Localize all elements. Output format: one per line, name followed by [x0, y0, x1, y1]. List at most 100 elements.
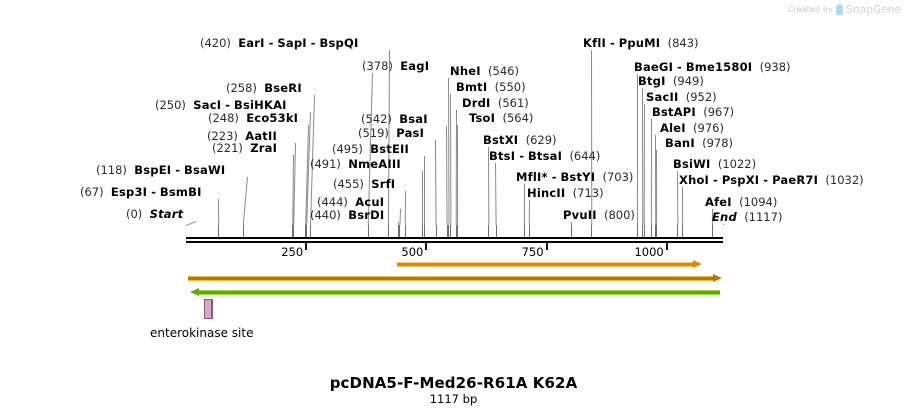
enzyme-site-label[interactable]: AleI (976) [660, 122, 724, 134]
cut-site-hash [387, 225, 389, 237]
enzyme-name: ZraI [250, 141, 278, 155]
enzyme-site-label[interactable]: BtgI (949) [638, 75, 704, 87]
cut-site-hash [455, 225, 457, 237]
enzyme-site-position: (444) [317, 195, 348, 209]
enterokinase-site-marker-icon[interactable] [204, 299, 213, 319]
enzyme-name: Esp3I [110, 185, 148, 199]
enzyme-name-group: AfeI [705, 195, 732, 209]
enzyme-name: BsiHKAI [233, 98, 287, 112]
enzyme-site-label[interactable]: MflI* - BstYI (703) [516, 171, 633, 183]
enzyme-name-group: XhoI - PspXI - PaeR7I [679, 173, 818, 187]
enzyme-name-group: AatII [245, 129, 277, 143]
enzyme-leader-line [523, 184, 525, 226]
enzyme-site-position: (546) [488, 64, 519, 78]
enzyme-site-label[interactable]: (250) SacI - BsiHKAI [155, 99, 287, 111]
enzyme-site-label[interactable]: BtsI - BtsaI (644) [489, 150, 600, 162]
enzyme-name: BsrDI [348, 208, 385, 222]
feature-green-reverse[interactable] [190, 288, 720, 297]
enzyme-site-label[interactable]: HincII (713) [527, 187, 604, 199]
enzyme-leader-line [682, 186, 684, 225]
enzyme-site-label[interactable]: SacII (952) [646, 91, 717, 103]
enzyme-site-label[interactable]: (495) BstEII [332, 143, 409, 155]
enzyme-name: BstAPI [652, 105, 696, 119]
enzyme-name-separator: - [306, 36, 320, 50]
enzyme-site-position: (519) [358, 126, 389, 140]
enzyme-name-separator: - [221, 98, 234, 112]
enzyme-name-group: BtsI - BtsaI [489, 149, 562, 163]
enzyme-leader-line [242, 177, 248, 226]
enzyme-site-position: (258) [226, 81, 257, 95]
cut-site-hash [292, 225, 294, 237]
enzyme-site-label[interactable]: End (1117) [712, 211, 782, 223]
enzyme-name-separator: - [605, 36, 619, 50]
enzyme-site-label[interactable]: KflI - PpuMI (843) [583, 37, 699, 49]
enzyme-site-label[interactable]: (519) PasI [358, 127, 424, 139]
enzyme-name-group: BspEI - BsaWI [134, 163, 225, 177]
enzyme-name: BtgI [638, 74, 666, 88]
enzyme-site-label[interactable]: (542) BsaI [361, 113, 428, 125]
enzyme-name-group: TsoI [469, 111, 495, 125]
enzyme-leader-line [636, 74, 638, 226]
enzyme-site-position: (67) [80, 185, 104, 199]
cut-site-hash [422, 225, 424, 237]
enzyme-leader-line [218, 198, 220, 225]
feature-shaft [397, 263, 693, 266]
enzyme-name-separator: - [147, 185, 160, 199]
cut-site-hash [435, 225, 437, 237]
enzyme-leader-line [422, 170, 424, 225]
enzyme-name-group: SacII [646, 90, 678, 104]
enzyme-site-label[interactable]: BanI (978) [665, 137, 733, 149]
feature-orange-upper[interactable] [397, 260, 702, 269]
enzyme-name: BspQI [319, 36, 359, 50]
enzyme-site-label[interactable]: (248) Eco53kI [208, 112, 298, 124]
enzyme-site-label[interactable]: (0) Start [126, 208, 183, 220]
enzyme-site-label[interactable]: NheI (546) [450, 65, 519, 77]
enzyme-site-label[interactable]: (440) BsrDI [310, 209, 384, 221]
enzyme-site-label[interactable]: BsiWI (1022) [673, 158, 756, 170]
enzyme-site-label[interactable]: (118) BspEI - BsaWI [96, 164, 225, 176]
enzyme-site-label[interactable]: BmtI (550) [456, 81, 526, 93]
enzyme-site-label[interactable]: XhoI - PspXI - PaeR7I (1032) [679, 174, 864, 186]
enzyme-site-label[interactable]: (444) AcuI [317, 196, 384, 208]
enzyme-name: BtsaI [527, 149, 563, 163]
enzyme-site-label[interactable]: (378) EagI [362, 60, 429, 72]
enzyme-name-group: AcuI [355, 195, 384, 209]
enzyme-site-position: (378) [362, 59, 393, 73]
enzyme-name-group: BsaI [399, 112, 427, 126]
enzyme-name-group: PasI [396, 126, 424, 140]
enzyme-name: HincII [527, 186, 566, 200]
enzyme-name: PspXI [721, 173, 760, 187]
enzyme-site-label[interactable]: TsoI (564) [469, 112, 533, 124]
enzyme-site-position: (703) [602, 170, 634, 184]
enzyme-name-group: BstEII [370, 142, 409, 156]
ruler-tick [665, 243, 668, 250]
enzyme-name-group: BsrDI [348, 208, 384, 222]
enzyme-site-label[interactable]: (455) SrfI [333, 178, 395, 190]
enzyme-site-label[interactable]: (420) EarI - SapI - BspQI [200, 37, 358, 49]
enzyme-name: XhoI [679, 173, 710, 187]
enzyme-site-label[interactable]: DrdI (561) [462, 97, 529, 109]
enzyme-site-label[interactable]: (221) ZraI [212, 142, 277, 154]
feature-orange-lower[interactable] [188, 274, 722, 283]
cut-site-hash [495, 225, 497, 237]
enzyme-leader-line [457, 124, 459, 225]
enzyme-name-group: EarI - SapI - BspQI [238, 36, 358, 50]
enzyme-site-label[interactable]: (67) Esp3I - BsmBI [80, 186, 202, 198]
enzyme-site-position: (0) [126, 207, 143, 221]
enzyme-name-group: ZraI [250, 141, 277, 155]
cut-site-hash [450, 225, 452, 237]
watermark-created-by-text: Created by [787, 5, 833, 14]
enzyme-name: Bme1580I [685, 60, 753, 74]
enzyme-name-group: BstAPI [652, 105, 696, 119]
enzyme-site-label[interactable]: (223) AatII [207, 130, 277, 142]
enzyme-site-label[interactable]: AfeI (1094) [705, 196, 777, 208]
cut-site-hash [711, 225, 713, 237]
enzyme-name-group: Esp3I - BsmBI [111, 185, 202, 199]
enzyme-site-label[interactable]: PvuII (800) [563, 209, 635, 221]
enzyme-site-label[interactable]: (491) NmeAIII [310, 158, 401, 170]
enzyme-site-label[interactable]: BstXI (629) [483, 134, 557, 146]
enzyme-site-label[interactable]: BstAPI (967) [652, 106, 734, 118]
enzyme-site-label[interactable]: BaeGI - Bme1580I (938) [634, 61, 791, 73]
enzyme-site-label[interactable]: (258) BseRI [226, 82, 302, 94]
cut-site-hash [642, 225, 644, 237]
